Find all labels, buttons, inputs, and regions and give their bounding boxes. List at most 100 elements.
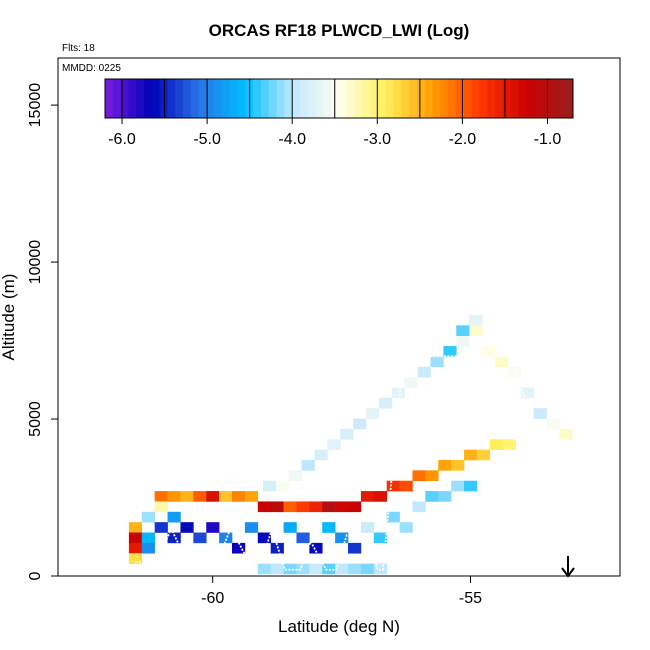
heatmap-cell [348,542,362,554]
flight-track-line [135,355,536,571]
y-tick-label: 10000 [27,240,44,285]
heatmap-cell [348,501,362,513]
heatmap-cell [456,335,470,347]
heatmap-cell [296,532,310,544]
heatmap-cell [360,522,375,533]
colorbar-segment [510,79,519,118]
heatmap-cell [283,522,297,533]
colorbar-segment [128,79,137,118]
colorbar-segment [151,79,161,118]
colorbar-segment [565,79,574,118]
heatmap-cell [193,491,207,502]
heatmap-cell [296,501,310,513]
colorbar-segment [229,79,239,118]
colorbar-segment [362,79,371,118]
colorbar-tick-label: -5.0 [193,131,221,148]
heatmap-cell [469,314,483,326]
heatmap-cell [412,470,426,482]
colorbar-segment [541,79,551,118]
colorbar-segment [432,79,441,118]
colorbar-segment [331,79,340,118]
heatmap-cell [141,542,155,554]
heatmap-cell [270,501,284,513]
heatmap-cell [438,491,452,502]
colorbar-segment [534,79,543,118]
heatmap-cell [425,470,439,482]
colorbar-segment [409,79,418,118]
heatmap-cell [378,397,393,409]
heatmap-cell [206,522,220,533]
chart-title: ORCAS RF18 PLWCD_LWI (Log) [209,21,470,40]
colorbar-segment [346,79,356,118]
heatmap-cell [167,532,181,544]
colorbar-segment [112,79,122,118]
colorbar-tick-label: -3.0 [364,131,392,148]
heatmap-cell [244,491,259,502]
colorbar-segment [237,79,246,118]
heatmap-cell [502,439,516,450]
colorbar-tick-label: -4.0 [278,131,306,148]
y-tick-label: 15000 [27,83,44,128]
colorbar-segment [206,79,215,118]
heatmap-cell [412,501,426,513]
colorbar-segment [183,79,192,118]
heatmap-cell [232,491,246,502]
colorbar-segment [190,79,200,118]
heatmap-cell [360,563,375,575]
heatmap-cell [244,522,259,533]
colorbar-segment [370,79,379,118]
heatmap-cell [257,501,271,513]
colorbar-segment [167,79,176,118]
colorbar-tick-label: -2.0 [449,131,477,148]
heatmap-cell [219,532,233,544]
heatmap-cell [193,532,207,544]
colorbar-segment [354,79,363,118]
colorbar-segment [385,79,395,118]
heatmap-cell [507,366,522,378]
heatmap-cell [322,563,336,575]
colorbar-segment [526,79,535,118]
colorbar-frame [104,78,574,119]
heatmap-cell [128,542,143,554]
heatmap-cell [520,387,534,399]
heatmap-cell [270,563,284,575]
colorbar-segment [487,79,496,118]
heatmap-cell [154,501,168,513]
y-tick-label: 0 [27,571,44,580]
colorbar-segment [339,79,348,118]
colorbar-segment [120,79,129,118]
colorbar-segment [549,79,558,118]
heatmap-cell [206,491,220,502]
y-axis-label: Altitude (m) [0,274,18,361]
heatmap-cell [373,491,387,502]
colorbar-segment [144,79,153,118]
heatmap-cell [301,459,315,471]
heatmap-cell [464,449,478,461]
colorbar-tick-label: -1.0 [534,131,562,148]
heatmap-cell [335,563,349,575]
colorbar-segment [276,79,285,118]
heatmap-cell [167,491,181,502]
heatmap-cell [464,480,478,492]
heatmap-cell [309,542,323,554]
colorbar-segment [471,79,480,118]
colorbar-segment [401,79,410,118]
heatmap-cell [425,491,439,502]
heatmap-cell [438,459,452,471]
heatmap-cell [309,563,323,575]
colorbar-segment [502,79,512,118]
colorbar-segment [315,79,324,118]
heatmap-cell [335,532,349,544]
flight-track [135,355,536,571]
colorbar-segment [463,79,473,118]
heatmap-cell [456,325,470,336]
heatmap-cell [469,325,483,336]
colorbar-segment [323,79,332,118]
heatmap-cell [128,532,143,544]
heatmap-cell [309,501,323,513]
heatmap-cell [314,449,328,461]
colorbar-segment [159,79,168,118]
arrow-icon [561,556,575,578]
heatmap-cell [340,428,354,440]
colorbar-segment [456,79,465,118]
